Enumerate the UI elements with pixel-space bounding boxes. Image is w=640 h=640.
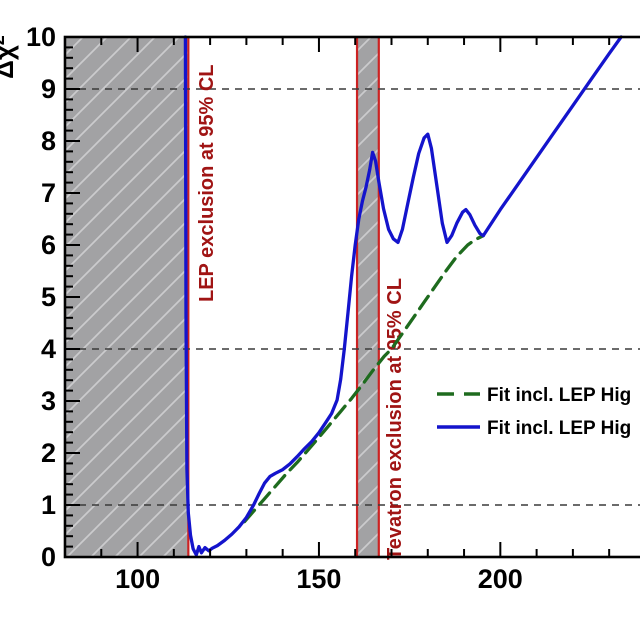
lep-exclusion-region bbox=[66, 38, 189, 556]
y-tick-label: 4 bbox=[41, 334, 56, 364]
y-tick-label: 3 bbox=[41, 386, 56, 416]
legend-label-blue-fit: Fit incl. LEP Hig bbox=[487, 418, 631, 439]
tevatron-exclusion-region bbox=[357, 38, 379, 556]
y-axis-title-superscript: 2 bbox=[0, 35, 8, 45]
y-tick-label: 10 bbox=[26, 22, 56, 52]
exclusion-regions-layer bbox=[66, 37, 380, 557]
y-axis-title-base: Δχ bbox=[0, 45, 19, 79]
axes-layer: 100 150 200 0 1 2 3 4 5 6 7 8 9 10 bbox=[26, 22, 640, 594]
y-tick-label: 2 bbox=[41, 438, 56, 468]
y-axis-title: Δχ2 bbox=[0, 35, 19, 79]
y-tick-label: 9 bbox=[41, 74, 56, 104]
lep-exclusion-label: LEP exclusion at 95% CL bbox=[196, 65, 218, 303]
sigma-gridlines-layer bbox=[66, 88, 640, 506]
y-tick-label: 6 bbox=[41, 230, 56, 260]
green-dashed-fit-curve bbox=[242, 233, 485, 524]
x-tick-label: 150 bbox=[296, 564, 341, 594]
y-tick-label: 5 bbox=[41, 282, 56, 312]
y-tick-label: 0 bbox=[41, 542, 56, 572]
legend-label-green-fit: Fit incl. LEP Hig bbox=[487, 385, 631, 406]
legend: Fit incl. LEP Hig Fit incl. LEP Hig bbox=[437, 385, 631, 439]
blue-solid-fit-curve bbox=[183, 35, 623, 557]
y-tick-label: 1 bbox=[41, 490, 56, 520]
x-tick-label: 200 bbox=[478, 564, 523, 594]
y-tick-label: 8 bbox=[41, 126, 56, 156]
fit-curves-layer bbox=[183, 35, 623, 557]
y-tick-label: 7 bbox=[41, 178, 56, 208]
x-tick-label: 100 bbox=[115, 564, 160, 594]
tevatron-exclusion-label: Tevatron exclusion at 95% CL bbox=[384, 278, 406, 560]
